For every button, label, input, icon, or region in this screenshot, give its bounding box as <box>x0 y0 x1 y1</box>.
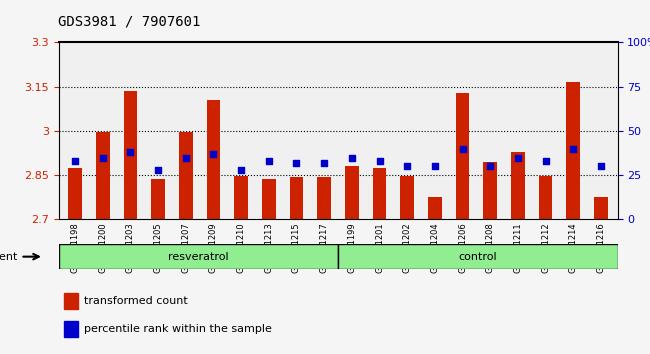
Text: transformed count: transformed count <box>84 296 187 306</box>
Bar <box>64 321 78 337</box>
Bar <box>96 132 110 354</box>
Bar <box>179 132 192 354</box>
Text: control: control <box>458 252 497 262</box>
Bar <box>539 176 552 354</box>
Bar <box>345 166 359 354</box>
Bar <box>151 179 165 354</box>
Bar <box>594 198 608 354</box>
Point <box>568 146 578 152</box>
Point <box>98 155 108 160</box>
Point <box>70 158 81 164</box>
Bar <box>234 176 248 354</box>
Bar <box>124 91 137 354</box>
Bar <box>428 198 442 354</box>
Bar <box>64 293 78 309</box>
FancyBboxPatch shape <box>338 244 618 269</box>
Point <box>319 160 330 166</box>
Bar <box>566 82 580 354</box>
Point <box>125 149 136 155</box>
Point <box>374 158 385 164</box>
Bar <box>484 162 497 354</box>
Point <box>485 164 495 169</box>
Bar <box>207 100 220 354</box>
Bar <box>262 179 276 354</box>
Bar <box>317 177 331 354</box>
Text: percentile rank within the sample: percentile rank within the sample <box>84 324 272 335</box>
Point <box>153 167 163 173</box>
Point <box>264 158 274 164</box>
Bar <box>511 152 525 354</box>
Bar <box>372 168 387 354</box>
Point <box>402 164 412 169</box>
Text: resveratrol: resveratrol <box>168 252 229 262</box>
Bar <box>289 177 304 354</box>
Text: agent: agent <box>0 252 18 262</box>
Point <box>430 164 440 169</box>
Point <box>458 146 468 152</box>
Bar <box>400 176 414 354</box>
Point <box>181 155 191 160</box>
Text: GDS3981 / 7907601: GDS3981 / 7907601 <box>58 14 201 28</box>
Point <box>208 151 218 157</box>
Point <box>540 158 551 164</box>
Bar <box>68 168 82 354</box>
Point <box>595 164 606 169</box>
Point <box>346 155 357 160</box>
Point <box>291 160 302 166</box>
FancyBboxPatch shape <box>58 244 338 269</box>
Point <box>513 155 523 160</box>
Point <box>236 167 246 173</box>
Bar <box>456 93 469 354</box>
